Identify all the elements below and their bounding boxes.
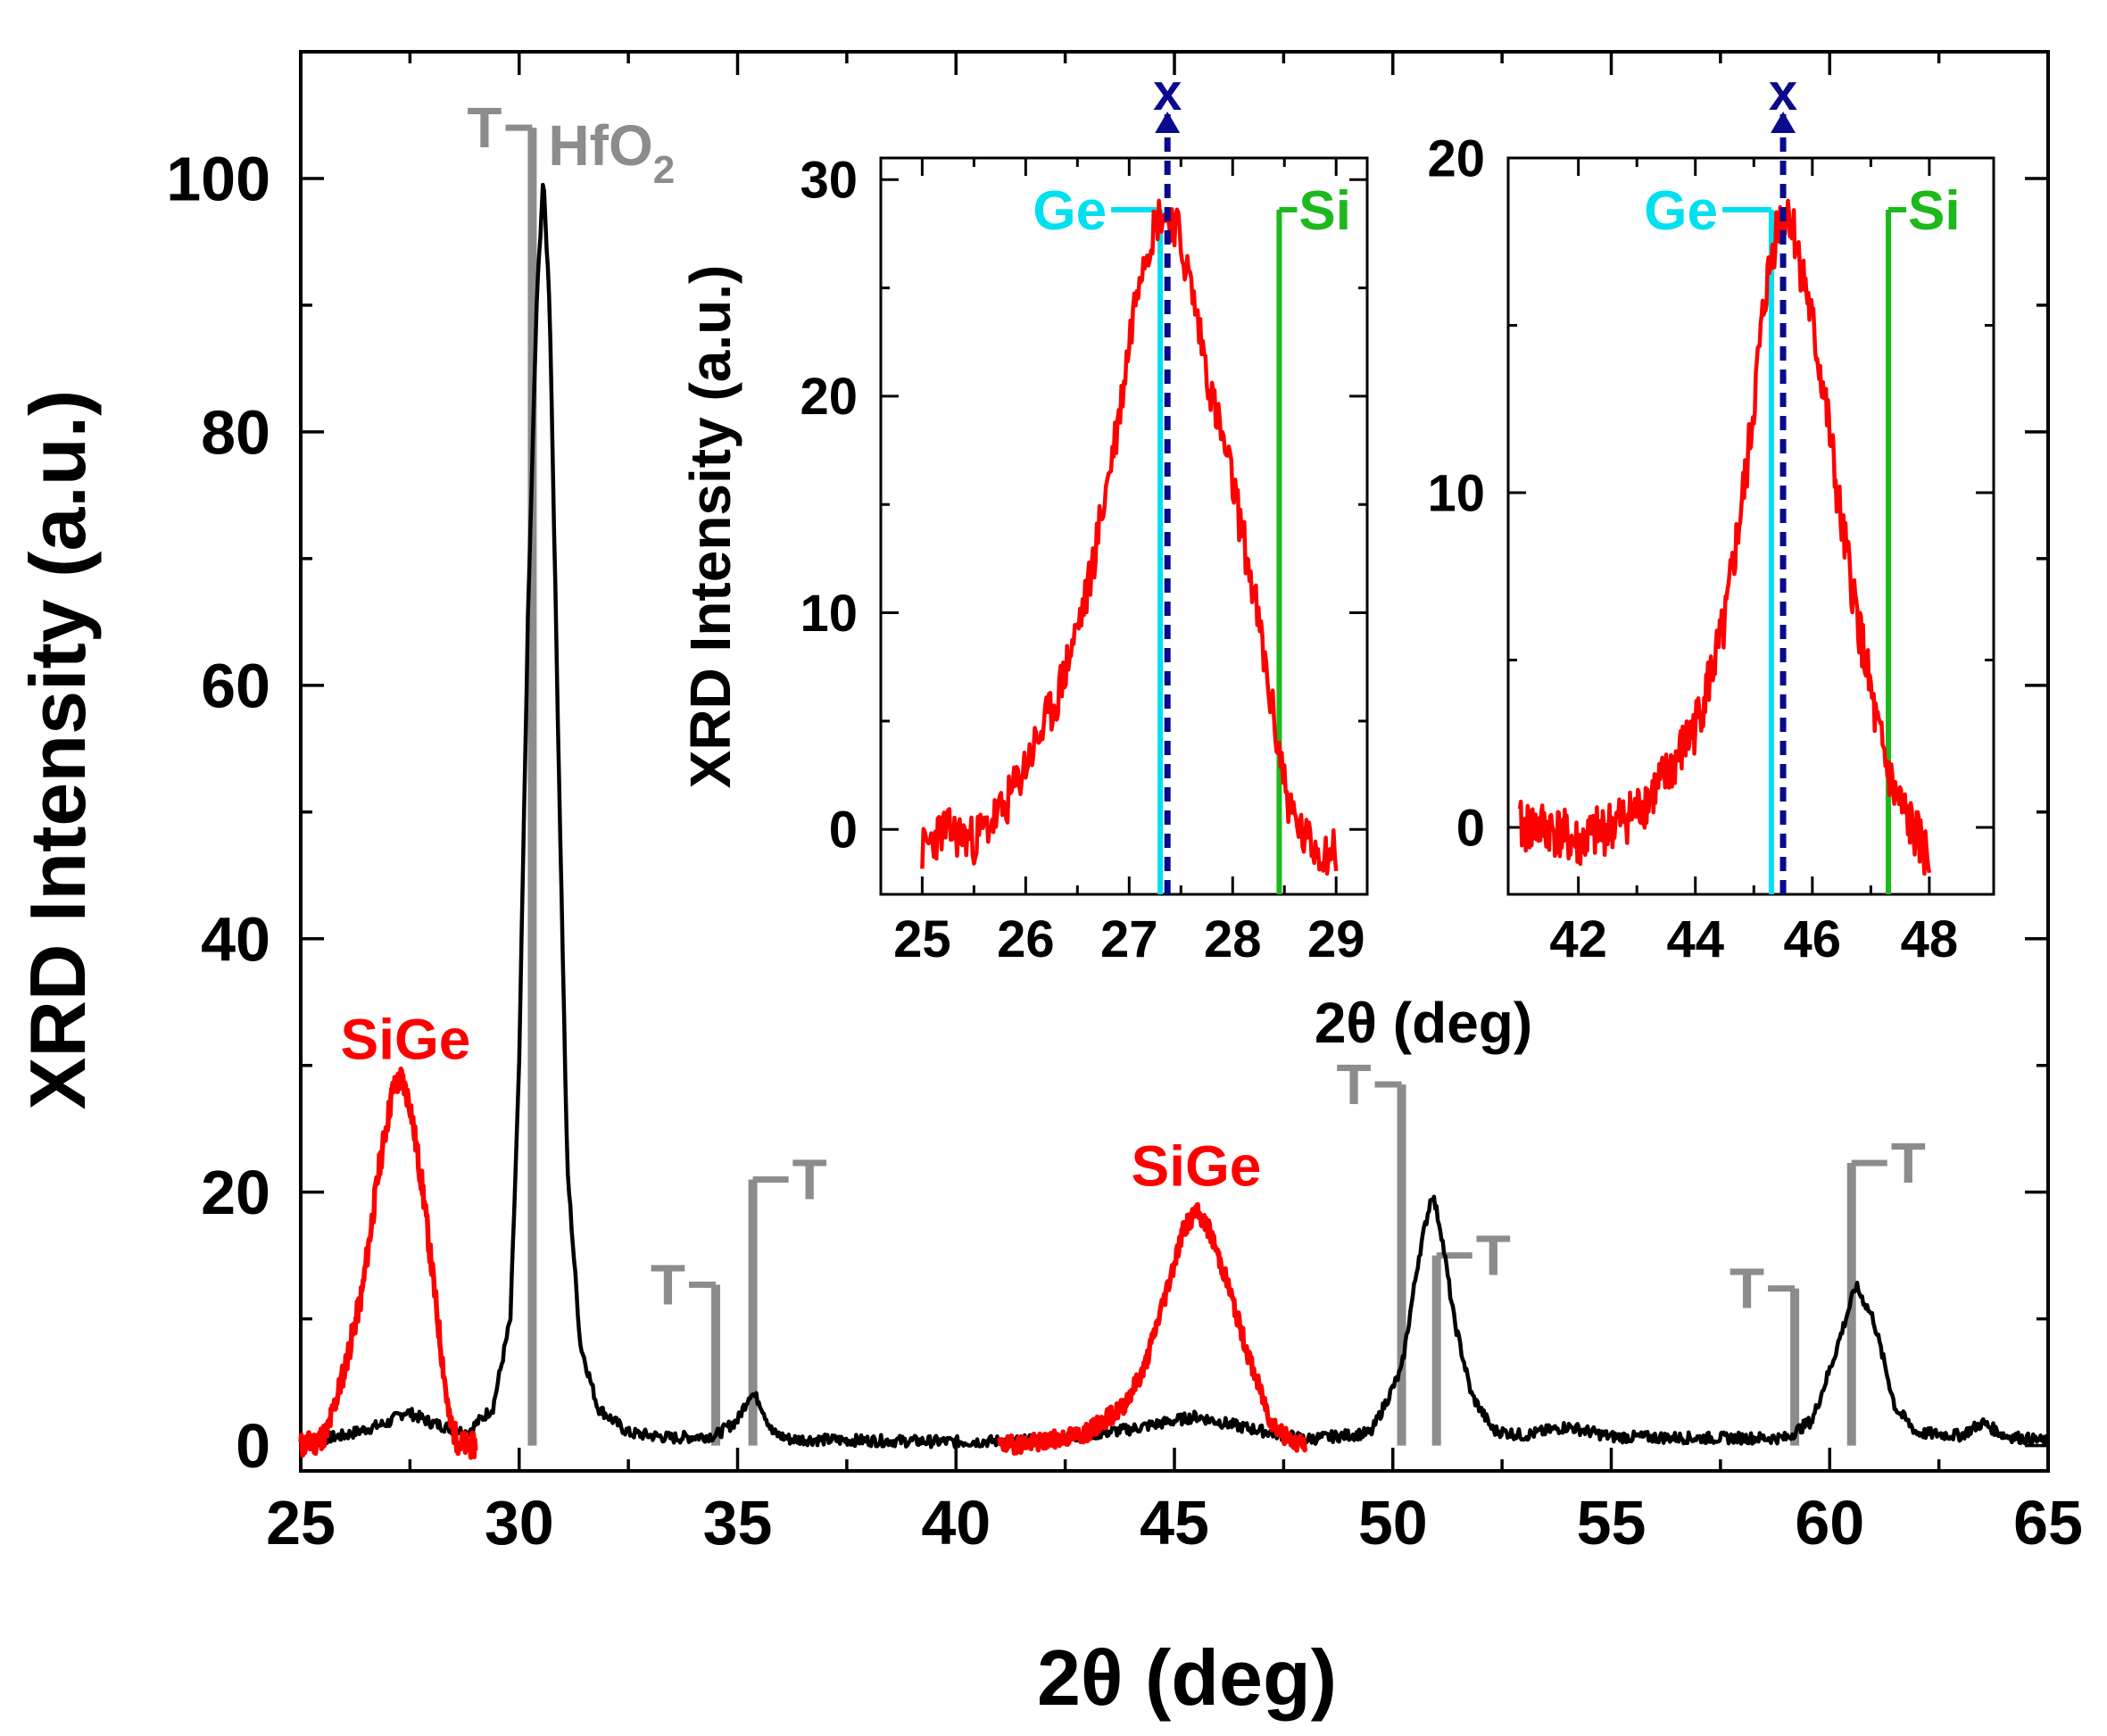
- ge-reference-label: Ge: [1644, 180, 1718, 242]
- main-y-axis-label: XRD Intensity (a.u.): [13, 390, 102, 1110]
- inset2-series: [1517, 198, 1932, 876]
- main-x-axis-label: 2θ (deg): [1037, 1633, 1337, 1722]
- x-tick-label-1: 30: [485, 1488, 554, 1557]
- inset-x-axis-label: 2θ (deg): [1315, 991, 1532, 1055]
- y-tick-label-1: 20: [201, 1158, 270, 1227]
- series-line-1: [298, 1067, 478, 1460]
- reference-label-3: T: [1336, 1052, 1371, 1117]
- y-tick-label-1: 10: [1427, 464, 1485, 522]
- y-tick-label-3: 30: [800, 152, 858, 210]
- reference-extra-label-0: HfO2: [548, 113, 675, 192]
- inset2-ticks: 42 44 46 48 0 10 20: [1427, 129, 1994, 968]
- x-tick-label-8: 65: [2013, 1488, 2083, 1557]
- x-tick-label-3: 40: [921, 1488, 991, 1557]
- inset2-frame: [1506, 156, 1995, 896]
- x-tick-label-3: 28: [1204, 910, 1262, 968]
- x-tick-label-5: 50: [1358, 1488, 1428, 1557]
- series-line-0: [1517, 198, 1932, 876]
- inset1-ticks: 25 26 27 28 29 0 10 20 30: [800, 152, 1367, 968]
- reference-label-5: T: [1730, 1257, 1764, 1321]
- y-tick-label-0: 0: [829, 802, 858, 860]
- x-tick-label-0: 25: [266, 1488, 336, 1557]
- sige-label-1: SiGe: [1132, 1134, 1262, 1199]
- x-tick-label-2: 27: [1100, 910, 1158, 968]
- inset1-series: [920, 198, 1339, 876]
- series-line-0: [920, 198, 1339, 876]
- inset1-reference-lines: Ge Si: [1033, 180, 1351, 894]
- x-marker-arrow: [1771, 112, 1796, 133]
- x-marker-label: x: [1769, 63, 1797, 121]
- y-tick-label-1: 10: [800, 585, 858, 643]
- x-tick-label-0: 25: [893, 910, 951, 968]
- y-tick-label-2: 20: [1427, 129, 1485, 187]
- reference-label-1: T: [651, 1252, 685, 1317]
- y-tick-label-2: 40: [201, 904, 270, 974]
- y-tick-label-2: 20: [800, 368, 858, 426]
- y-tick-label-0: 0: [1456, 799, 1485, 857]
- inset1-frame: [879, 156, 1369, 896]
- x-tick-label-3: 48: [1901, 910, 1959, 968]
- main-annotations: SiGe SiGe: [341, 1008, 1262, 1199]
- inset-plot-1: 25 26 27 28 29 0 10 20 30 Ge Si x XRD Intensity (…: [678, 63, 1532, 1055]
- si-reference-label: Si: [1908, 180, 1961, 242]
- inset2-reference-lines: Ge Si: [1644, 180, 1961, 894]
- x-tick-label-4: 29: [1307, 910, 1365, 968]
- sige-label-0: SiGe: [341, 1008, 471, 1072]
- inset-y-axis-label: XRD Intensity (a.u.): [678, 265, 742, 789]
- y-tick-label-3: 60: [201, 651, 270, 720]
- x-tick-label-1: 44: [1666, 910, 1724, 968]
- inset2-marker: x: [1769, 63, 1797, 894]
- x-marker-arrow: [1155, 112, 1181, 133]
- x-tick-label-1: 26: [997, 910, 1055, 968]
- inset1-marker: x: [1153, 63, 1182, 894]
- series-line-0: [299, 182, 2051, 1449]
- series-line-2: [997, 1201, 1308, 1456]
- x-tick-label-0: 42: [1549, 910, 1607, 968]
- reference-label-2: T: [792, 1147, 827, 1211]
- x-tick-label-4: 45: [1140, 1488, 1209, 1557]
- y-tick-label-5: 100: [166, 144, 270, 213]
- x-tick-label-7: 60: [1795, 1488, 1864, 1557]
- inset-plot-2: 42 44 46 48 0 10 20 Ge Si x: [1427, 63, 1995, 968]
- reference-label-0: T: [467, 96, 502, 160]
- y-tick-label-0: 0: [236, 1411, 270, 1481]
- x-tick-label-2: 35: [703, 1488, 773, 1557]
- main-series: [298, 182, 2051, 1460]
- x-marker-label: x: [1153, 63, 1182, 121]
- x-tick-label-6: 55: [1577, 1488, 1647, 1557]
- x-tick-label-2: 46: [1784, 910, 1842, 968]
- reference-extra-subscript: 2: [653, 148, 675, 192]
- si-reference-label: Si: [1298, 180, 1351, 242]
- main-reference-lines: T HfO2 T T T T T T: [467, 96, 1926, 1446]
- ge-reference-label: Ge: [1033, 180, 1107, 242]
- reference-label-4: T: [1476, 1224, 1511, 1288]
- y-tick-label-4: 80: [201, 397, 270, 467]
- reference-label-6: T: [1891, 1131, 1926, 1195]
